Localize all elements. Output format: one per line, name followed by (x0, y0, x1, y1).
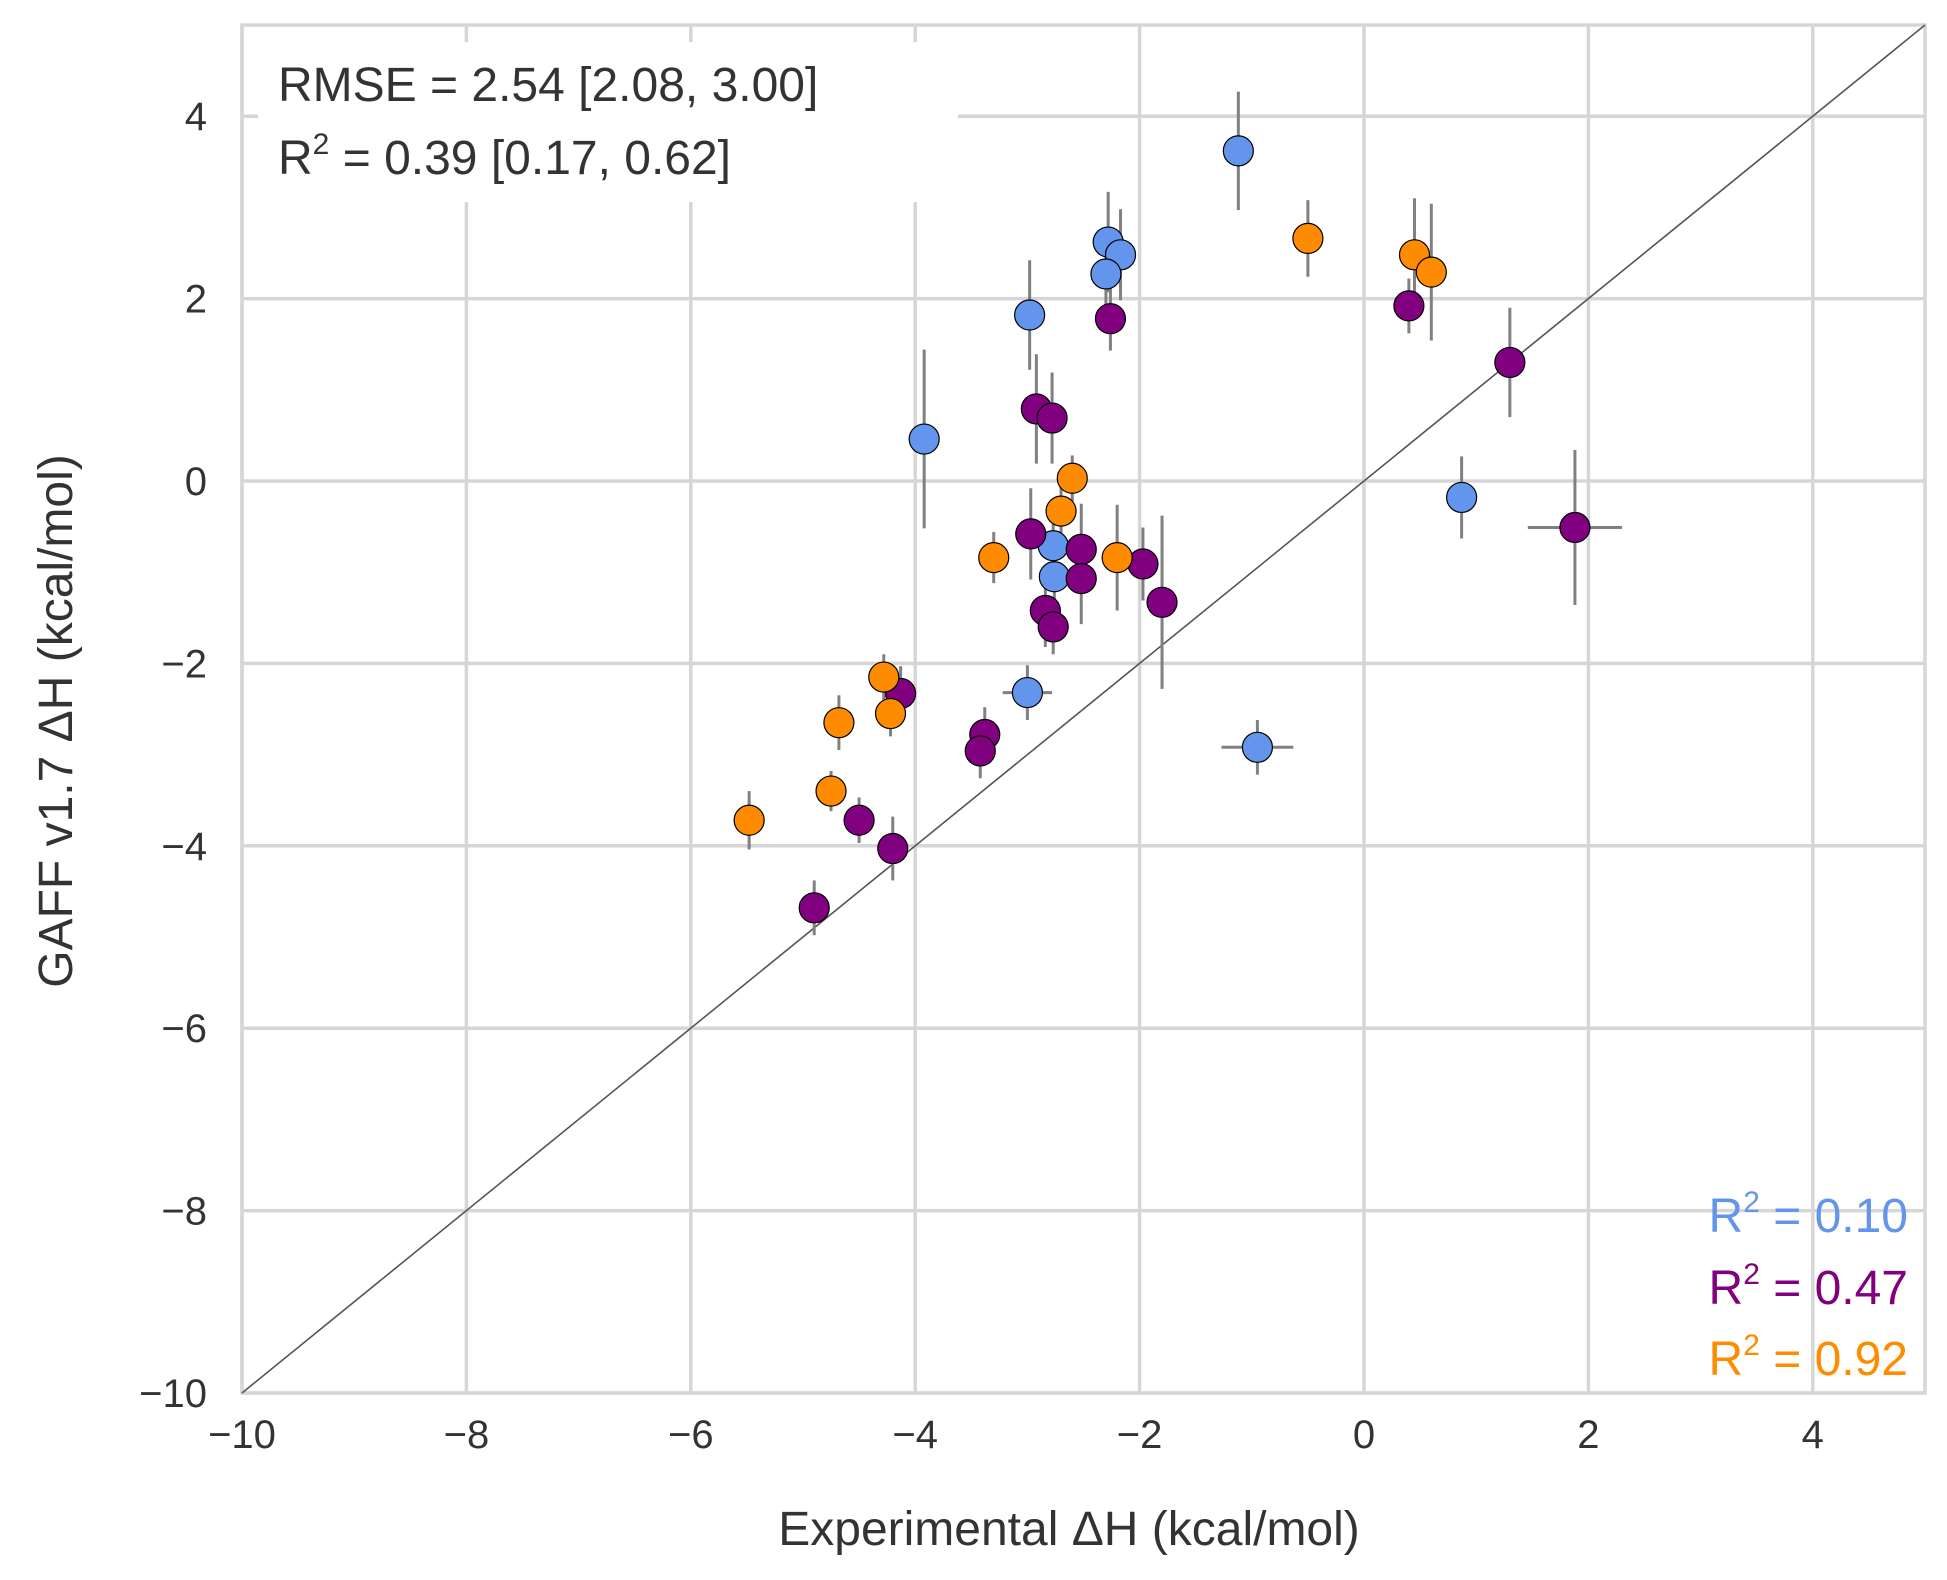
scatter-point-orange (1101, 542, 1133, 574)
plot-frame (240, 23, 1927, 1395)
y-tick-label: −6 (161, 1007, 207, 1051)
overall-r2-prefix: R (278, 132, 313, 185)
scatter-point-blue (1038, 561, 1070, 593)
scatter-point-purple (1065, 562, 1097, 595)
r2-blue: R2 = 0.10 (1709, 1186, 1908, 1243)
scatter-point-orange (868, 661, 900, 693)
identity-line-path (241, 24, 1926, 1394)
scatter-point-orange (823, 707, 855, 739)
y-tick-label: 0 (185, 460, 207, 504)
r2-orange-prefix: R (1709, 1333, 1744, 1386)
x-tick-label: −2 (1117, 1413, 1163, 1457)
y-axis-title: GAFF v1.7 ΔH (kcal/mol) (30, 454, 83, 987)
r2-purple: R2 = 0.47 (1709, 1258, 1908, 1315)
x-axis-title: Experimental ΔH (kcal/mol) (778, 1503, 1360, 1556)
scatter-point-orange (874, 697, 907, 730)
r2-purple-sup: 2 (1743, 1258, 1760, 1291)
scatter-point-purple (1393, 290, 1425, 322)
scatter-point-blue (908, 423, 940, 455)
r2-orange-sup: 2 (1743, 1329, 1760, 1362)
r2-orange-value: = 0.92 (1760, 1333, 1908, 1386)
scatter-point-purple (1127, 548, 1159, 580)
scatter-point-orange (733, 804, 765, 836)
plot-border (240, 23, 1927, 1395)
stats-box (258, 42, 958, 202)
scatter-point-purple (1036, 402, 1068, 434)
data-points (733, 135, 1591, 924)
scatter-point-orange (1056, 462, 1088, 494)
overall-r2-label: R2 = 0.39 [0.17, 0.62] (278, 128, 731, 185)
scatter-point-orange (1045, 495, 1077, 527)
tick-labels: −10 −8 −6 −4 −2 0 2 4 −10 −8 −6 −4 −2 0 2 4 (139, 95, 1824, 1457)
x-tick-label: −8 (444, 1413, 490, 1457)
y-tick-label: −2 (161, 642, 207, 686)
scatter-point-orange (815, 775, 847, 807)
x-tick-label: −6 (668, 1413, 714, 1457)
scatter-point-purple (1015, 518, 1047, 550)
y-tick-label: −10 (139, 1372, 207, 1416)
scatter-point-orange (978, 542, 1010, 574)
rmse-label: RMSE = 2.54 [2.08, 3.00] (278, 59, 818, 112)
y-tick-label: −8 (161, 1190, 207, 1234)
scatter-point-blue (1446, 481, 1478, 514)
scatter-point-purple (1094, 303, 1127, 335)
scatter-point-blue (1011, 676, 1044, 709)
scatter-point-purple (964, 735, 996, 767)
scatter-point-purple (1494, 346, 1526, 379)
r2-orange: R2 = 0.92 (1709, 1329, 1908, 1386)
r2-purple-prefix: R (1709, 1262, 1744, 1315)
scatter-point-blue (1222, 135, 1254, 167)
x-tick-label: 2 (1577, 1413, 1599, 1457)
x-tick-label: 4 (1802, 1413, 1824, 1457)
scatter-point-purple (1146, 586, 1178, 618)
identity-line (241, 24, 1926, 1394)
y-tick-label: −4 (161, 825, 207, 869)
scatter-point-purple (1065, 533, 1097, 566)
x-tick-label: −4 (892, 1413, 938, 1457)
overall-r2-value: = 0.39 [0.17, 0.62] (329, 132, 731, 185)
scatter-point-blue (1014, 299, 1046, 331)
scatter-point-purple (1559, 511, 1591, 544)
scatter-point-purple (1037, 611, 1069, 643)
scatter-point-purple (877, 832, 909, 865)
r2-blue-sup: 2 (1743, 1186, 1760, 1219)
y-tick-label: 4 (185, 95, 207, 139)
scatter-point-purple (843, 804, 875, 836)
scatter-point-blue (1090, 258, 1122, 290)
x-tick-label: −10 (208, 1413, 276, 1457)
scatter-point-orange (1415, 256, 1447, 288)
r2-purple-value: = 0.47 (1760, 1262, 1908, 1315)
scatter-point-orange (1292, 222, 1324, 255)
r2-blue-value: = 0.10 (1760, 1190, 1908, 1243)
scatter-point-blue (1241, 731, 1274, 763)
scatter-point-purple (798, 892, 830, 924)
y-tick-label: 2 (185, 278, 207, 322)
overall-r2-sup: 2 (313, 128, 330, 161)
error-bars (747, 91, 1623, 936)
r2-blue-prefix: R (1709, 1190, 1744, 1243)
x-tick-label: 0 (1353, 1413, 1375, 1457)
